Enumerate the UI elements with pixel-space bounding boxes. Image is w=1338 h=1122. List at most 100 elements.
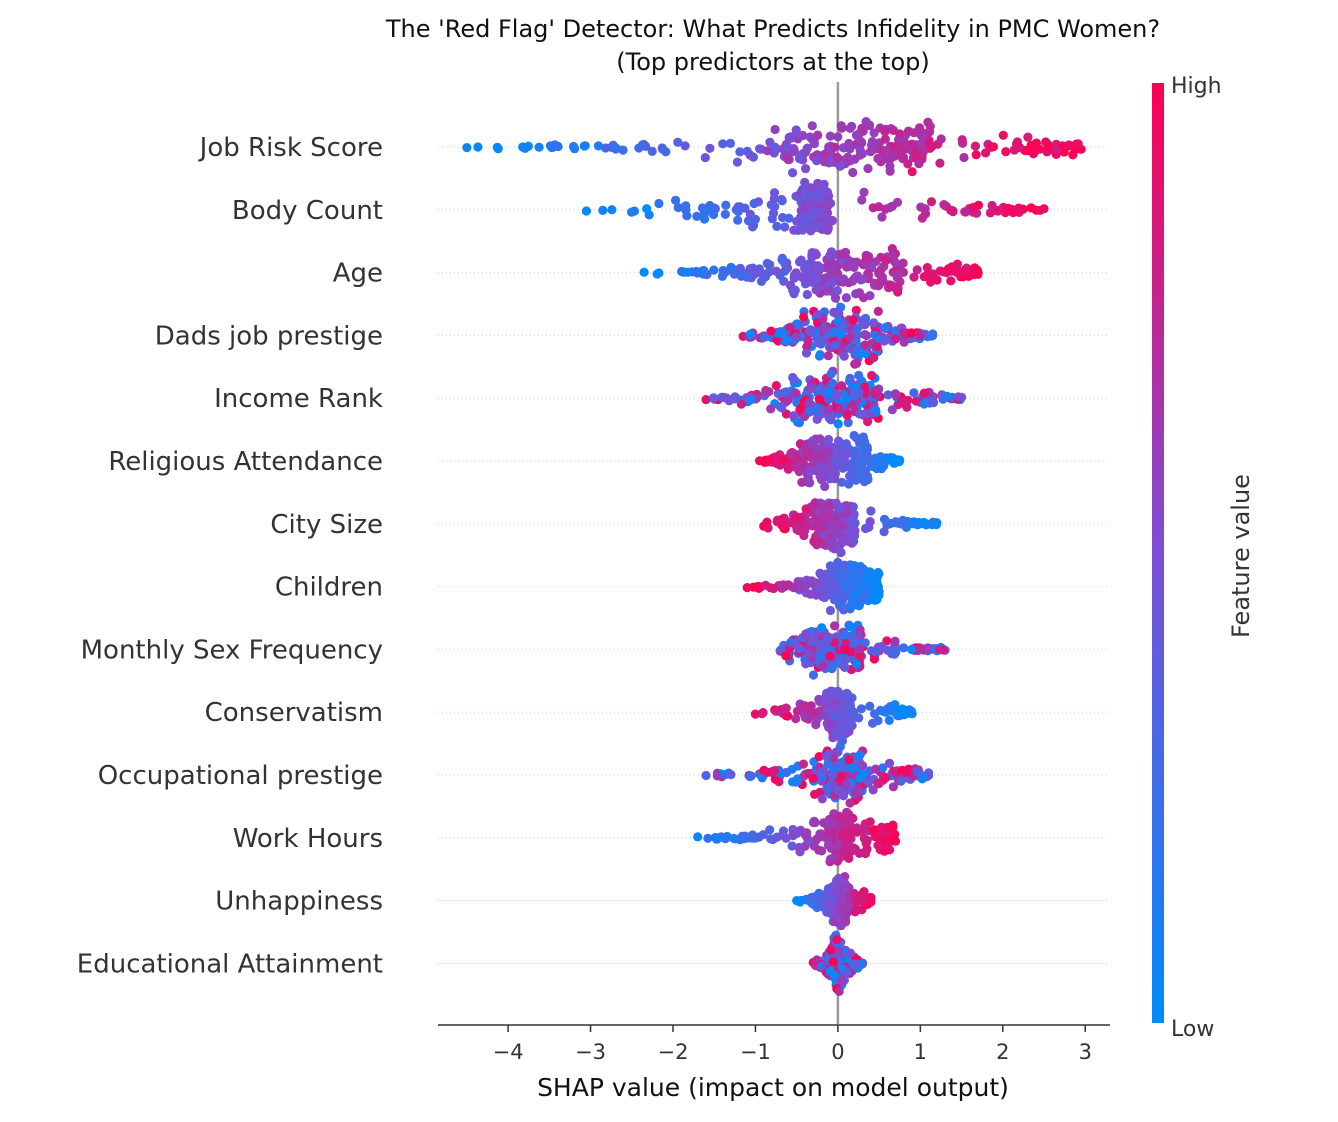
shap-point [601,143,611,153]
shap-point [768,583,779,594]
shap-point [873,779,883,789]
shap-point [876,265,886,275]
shap-point [928,331,938,341]
shap-point [936,134,946,144]
shap-point [845,798,855,808]
shap-point [783,142,793,152]
shap-point [831,522,841,532]
shap-point [823,438,833,448]
shap-point [851,305,861,315]
shap-point [928,269,938,279]
shap-point [890,636,900,646]
shap-point [855,651,865,661]
shap-point [861,313,871,323]
shap-point [801,348,812,358]
shap-point [843,418,853,428]
shap-point [817,794,827,804]
shap-point [808,634,818,644]
shap-point [492,142,502,152]
shap-point [880,773,891,783]
shap-point [827,543,838,553]
shap-point [832,389,842,399]
shap-point [1064,140,1074,150]
shap-point [899,328,909,338]
feature-label: Dads job prestige [155,321,383,351]
shap-point [745,771,755,782]
shap-point [802,143,813,153]
shap-point [842,903,852,913]
shap-point [706,204,716,214]
shap-point [823,447,833,457]
shap-point [842,394,852,404]
shap-point [770,142,780,152]
shap-point [993,206,1003,216]
shap-point [869,144,879,154]
shap-point [833,913,843,923]
shap-point [780,222,790,232]
shap-point [829,327,839,337]
shap-point [860,437,870,447]
shap-point [837,320,847,331]
shap-point [909,388,919,398]
shap-point [1059,147,1069,157]
shap-point [819,157,829,167]
shap-point [891,334,901,344]
shap-point [852,659,862,669]
shap-point [823,351,833,361]
shap-point [834,504,845,514]
shap-point [959,267,969,277]
feature-labels: Job Risk Score Body Count Age Dads job pres… [77,133,383,979]
shap-point [845,948,856,958]
shap-point [843,462,853,472]
shap-point [791,332,801,342]
shap-point [841,580,851,591]
shap-point [823,513,834,523]
feature-label: Conservatism [205,698,383,728]
shap-point [812,191,823,201]
shap-point [842,807,852,817]
shap-point [820,481,830,492]
shap-point [799,709,810,720]
shap-point [860,382,870,392]
shap-point [828,769,838,779]
shap-point [861,823,871,833]
shap-point [825,474,835,484]
shap-point [1001,147,1011,157]
shap-point [953,392,963,402]
shap-point [773,706,783,716]
shap-point [880,127,890,137]
shap-point [789,375,799,385]
shap-point [907,139,917,149]
shap-point [872,342,882,352]
shap-point [850,565,860,576]
shap-point [814,521,824,532]
shap-point [809,223,819,233]
shap-point [801,629,811,639]
x-axis-label: SHAP value (impact on model output) [537,1073,1009,1102]
shap-point [916,643,926,654]
shap-point [815,568,825,578]
shap-point [812,414,822,424]
shap-point [550,140,560,150]
shap-point [790,462,801,472]
shap-point [944,264,954,274]
shap-point [814,507,824,517]
shap-point [832,934,842,945]
shap-point [883,704,893,714]
shap-point [896,776,906,786]
shap-point [848,843,859,853]
shap-point [775,402,786,412]
shap-point [805,589,816,599]
shap-point [773,328,783,338]
shap-point [824,885,834,896]
feature-label: Body Count [232,196,383,226]
shap-point [857,195,867,205]
shap-point [795,897,805,907]
shap-point [840,448,850,458]
shap-point [973,200,984,210]
shap-point [618,145,628,155]
shap-point [787,841,797,851]
shap-point [848,763,858,774]
shap-point [859,847,869,858]
shap-point [721,200,731,210]
